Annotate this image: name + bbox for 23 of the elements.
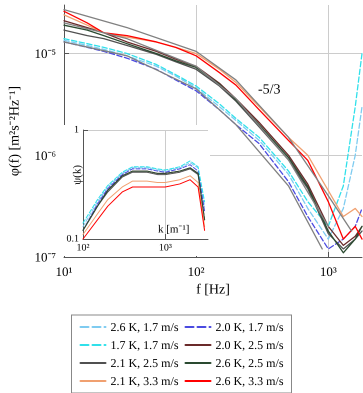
y-axis-title: φ(f) [m²s⁻²Hz⁻¹]	[8, 86, 22, 176]
x-tick-label: 10³	[320, 264, 337, 279]
y-tick-label: 10⁻⁷	[34, 250, 56, 264]
legend-label: 2.6 K, 1.7 m/s	[110, 320, 179, 334]
legend-label: 2.0 K, 2.5 m/s	[216, 338, 284, 352]
x-tick-label: 10²	[76, 242, 90, 254]
x-tick-label: 10¹	[56, 264, 73, 279]
x-tick-label: 10²	[188, 264, 205, 279]
legend-label: 2.1 K, 3.3 m/s	[110, 374, 179, 388]
x-axis-title: k [m⁻¹]	[158, 224, 190, 236]
x-tick-label: 10³	[158, 242, 172, 254]
y-axis-title: ψ(k)	[72, 164, 84, 185]
y-tick-label: 10⁻⁶	[34, 148, 56, 163]
x-axis-title: f [Hz]	[196, 282, 230, 298]
legend-label: 2.0 K, 1.7 m/s	[216, 320, 284, 334]
legend-label: 1.7 K, 1.7 m/s	[110, 338, 179, 352]
legend-label: 2.6 K, 3.3 m/s	[216, 374, 284, 388]
annotation: -5/3	[258, 82, 281, 98]
legend-label: 2.6 K, 2.5 m/s	[216, 356, 284, 370]
y-tick-label: 1	[74, 124, 79, 136]
y-tick-label: 10⁻⁵	[34, 46, 56, 62]
y-tick-label: 0.1	[66, 234, 79, 244]
legend-label: 2.1 K, 2.5 m/s	[110, 356, 179, 370]
